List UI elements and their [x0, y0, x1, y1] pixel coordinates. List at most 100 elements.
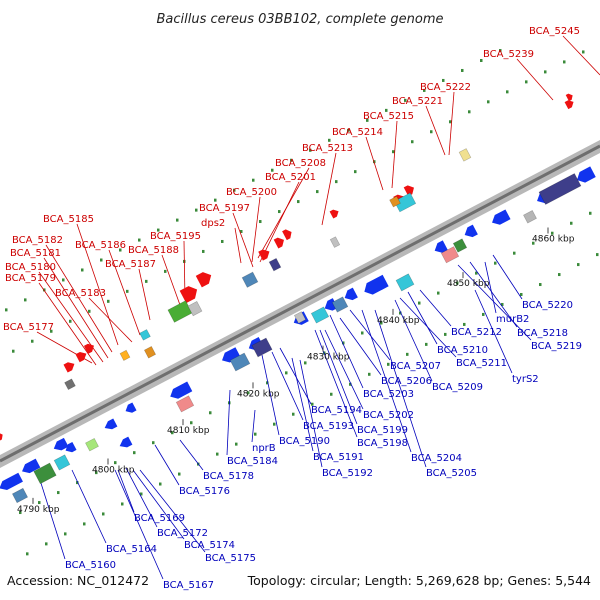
- track-dot: [463, 322, 466, 326]
- reverse-gene-arrow: [434, 240, 448, 253]
- track-dot: [157, 228, 160, 232]
- track-dot: [138, 238, 141, 242]
- track-dot: [442, 78, 445, 82]
- gene-box: [229, 352, 251, 372]
- leader-line: [329, 314, 364, 389]
- track-dot: [152, 441, 155, 445]
- gene-box: [331, 296, 349, 313]
- genome-title: Bacillus cereus 03BB102, complete genome: [156, 12, 443, 27]
- track-dot: [311, 402, 314, 406]
- track-dot: [102, 512, 105, 516]
- gene-label: BCA_5221: [392, 96, 443, 107]
- gene-label: BCA_5220: [522, 300, 573, 311]
- track-dot: [24, 298, 27, 302]
- leader-line: [374, 309, 427, 468]
- leader-line: [76, 223, 119, 346]
- leader-line: [339, 317, 382, 376]
- track-dot: [57, 491, 60, 495]
- leader-line: [394, 299, 433, 382]
- gene-box: [241, 271, 259, 288]
- gene-label: BCA_5164: [106, 544, 157, 555]
- gene-box: [53, 454, 71, 471]
- track-dot: [449, 120, 452, 124]
- gene-box: [167, 300, 193, 323]
- gene-label: BCA_5191: [313, 452, 364, 463]
- track-dot: [570, 221, 573, 225]
- gene-box: [440, 246, 460, 264]
- leader-line: [484, 261, 497, 314]
- track-dot: [404, 98, 407, 102]
- kbp-tick-label: 4790 kbp: [17, 505, 60, 515]
- gene-box: [143, 346, 157, 359]
- gene-label: dps2: [201, 218, 225, 229]
- track-dot: [328, 138, 331, 142]
- leader-line: [125, 467, 158, 528]
- leader-line: [108, 249, 141, 336]
- track-dot: [107, 299, 110, 303]
- track-dot: [475, 271, 478, 275]
- leader-line: [562, 35, 600, 76]
- genome-backbone: [0, 140, 600, 468]
- track-dot: [347, 128, 350, 132]
- gene-box: [389, 195, 401, 208]
- track-dot: [221, 239, 224, 243]
- track-dot: [240, 230, 243, 233]
- track-dot: [50, 329, 53, 333]
- gene-label: BCA_5167: [163, 580, 214, 591]
- track-dot: [456, 281, 459, 285]
- gene-label: BCA_5218: [517, 328, 568, 339]
- leader-line: [419, 289, 452, 327]
- leader-line: [251, 196, 261, 263]
- gene-label: BCA_5215: [363, 111, 414, 122]
- leader-line: [361, 309, 412, 453]
- gene-box: [538, 173, 582, 205]
- gene-label: BCA_5200: [226, 187, 277, 198]
- track-dot: [233, 188, 236, 192]
- track-dot: [499, 49, 502, 53]
- track-dot: [411, 140, 414, 144]
- track-dot: [38, 501, 41, 505]
- gene-box: [452, 238, 468, 253]
- kbp-tick-label: 4830 kbp: [307, 353, 350, 363]
- reverse-gene-arrow: [492, 209, 511, 225]
- gene-label: BCA_5180: [5, 262, 56, 273]
- track-dot: [387, 362, 390, 366]
- gene-label: BCA_5178: [203, 471, 254, 482]
- kbp-ticks: 4790 kbp 4800 kbp 4810 kbp 4820 kbp 4830 kbp…: [17, 227, 575, 515]
- reverse-gene-arrow: [65, 441, 77, 453]
- gene-label: BCA_5186: [75, 240, 126, 251]
- track-dot: [539, 283, 542, 287]
- track-dot: [461, 68, 464, 72]
- leader-lines: [36, 35, 600, 580]
- track-dot: [425, 342, 428, 346]
- track-dot: [392, 150, 395, 154]
- gene-label: BCA_5175: [205, 553, 256, 564]
- leader-line: [117, 469, 135, 513]
- gene-label: BCA_5197: [199, 203, 250, 214]
- leader-line: [365, 136, 384, 191]
- leader-line: [319, 329, 358, 425]
- gene-label: BCA_5182: [12, 235, 63, 246]
- gene-features: [0, 93, 596, 504]
- track-dot: [252, 178, 255, 182]
- leader-line: [457, 264, 532, 341]
- leader-line: [45, 244, 113, 353]
- track-dot: [494, 261, 497, 265]
- gene-label: BCA_5203: [363, 389, 414, 400]
- gene-box: [64, 378, 76, 391]
- gene-label: BCA_5169: [134, 513, 185, 524]
- leader-line: [469, 261, 518, 328]
- track-dot: [589, 211, 592, 215]
- leader-line: [407, 291, 438, 345]
- track-dot: [164, 269, 167, 273]
- gene-label: BCA_5202: [363, 410, 414, 421]
- gene-box: [293, 311, 307, 324]
- gene-label: BCA_5206: [381, 376, 432, 387]
- gene-box: [119, 349, 131, 361]
- forward-gene-arrow: [565, 93, 573, 102]
- track-dot: [520, 293, 523, 296]
- track-dot: [31, 339, 34, 343]
- accession-text: Accession: NC_012472: [7, 573, 150, 588]
- track-dot: [577, 263, 580, 267]
- track-dot: [195, 208, 198, 212]
